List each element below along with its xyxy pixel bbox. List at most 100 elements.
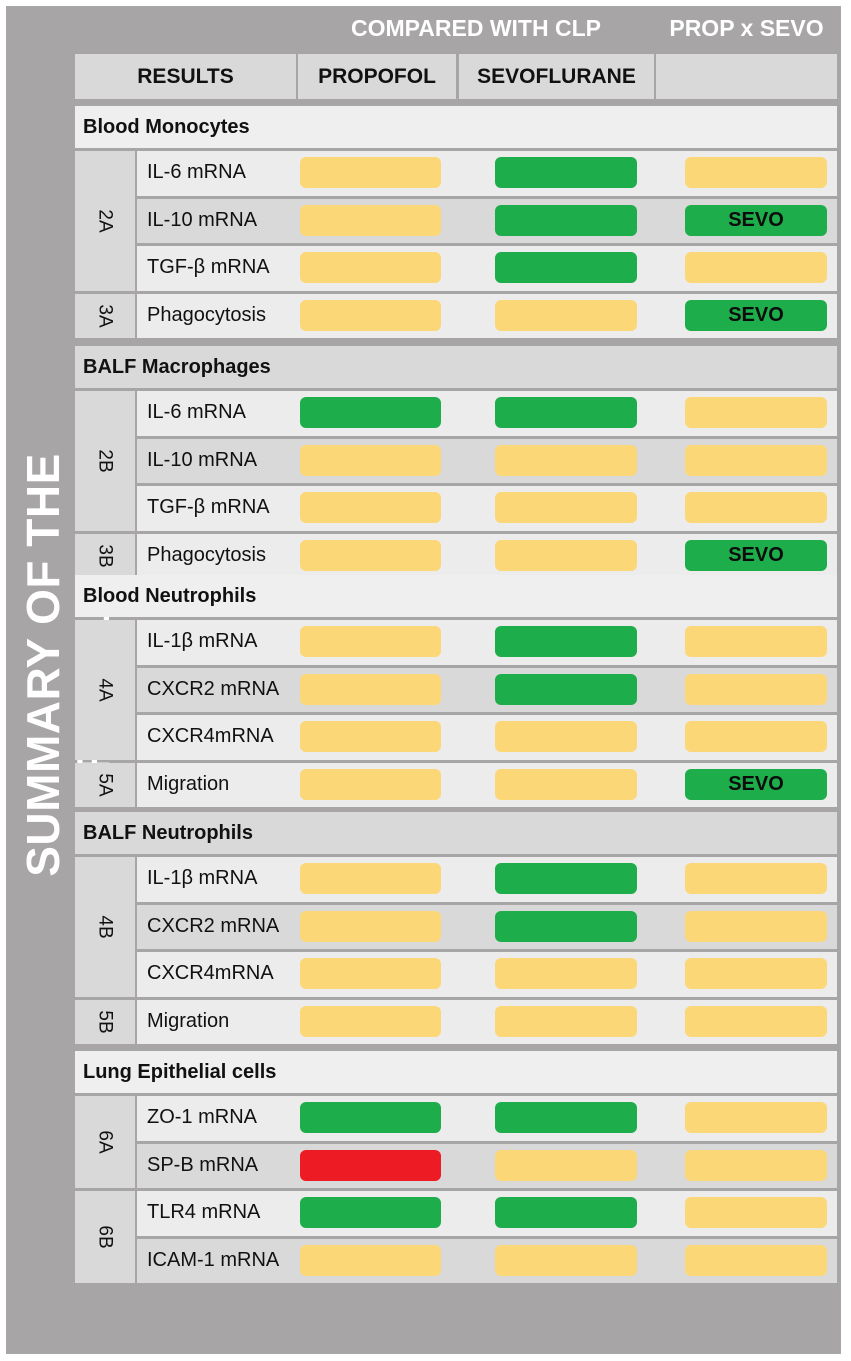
interaction-indicator: [685, 626, 827, 657]
figure-group-label: 6B: [75, 1191, 135, 1283]
propofol-indicator: [300, 910, 441, 942]
interaction-indicator: [685, 910, 827, 942]
section-header: BALF Neutrophils: [75, 812, 837, 854]
sevoflurane-indicator: [495, 1244, 637, 1276]
figure-id: 3B: [95, 544, 116, 568]
figure-id: 3A: [95, 304, 116, 328]
row-label: ICAM-1 mRNA: [147, 1248, 280, 1271]
figure-id: 4A: [95, 678, 116, 702]
interaction-indicator: [685, 444, 827, 476]
row-label: CXCR2 mRNA: [147, 914, 280, 937]
row-label: CXCR4mRNA: [147, 725, 274, 747]
sevoflurane-indicator: [495, 910, 637, 942]
figure-group-label: 4A: [75, 620, 135, 760]
interaction-indicator: [685, 721, 827, 752]
figure-id: 6A: [95, 1130, 116, 1154]
interaction-indicator: SEVO: [685, 299, 827, 331]
sevoflurane-indicator: [495, 157, 637, 188]
figure-group-label: 2B: [75, 391, 135, 531]
row-label: IL-1β mRNA: [147, 867, 258, 889]
sevoflurane-indicator: [495, 444, 637, 476]
propofol-indicator: [300, 252, 441, 283]
row-label: TLR4 mRNA: [147, 1201, 261, 1223]
sevoflurane-indicator: [495, 204, 637, 236]
row-label: IL-1β mRNA: [147, 630, 258, 652]
propofol-indicator: [300, 673, 441, 705]
figure-id: 5B: [95, 1010, 116, 1034]
interaction-indicator: [685, 1244, 827, 1276]
propofol-indicator: [300, 1244, 441, 1276]
sevoflurane-indicator: [495, 539, 637, 571]
figure-group-label: 3A: [75, 293, 135, 338]
section-header: Lung Epithelial cells: [75, 1051, 837, 1093]
interaction-indicator: [685, 1102, 827, 1133]
propofol-indicator: [300, 204, 441, 236]
interaction-indicator: [685, 1005, 827, 1037]
header-results: RESULTS: [75, 54, 296, 99]
header-corner: [75, 6, 296, 51]
section-header: BALF Macrophages: [75, 346, 837, 388]
propofol-indicator: [300, 721, 441, 752]
sevoflurane-indicator: [495, 673, 637, 705]
propofol-indicator: [300, 1197, 441, 1228]
figure-group-label: 4B: [75, 857, 135, 997]
sevoflurane-indicator: [495, 299, 637, 331]
bottom-bar: [6, 1287, 841, 1354]
interaction-indicator: SEVO: [685, 204, 827, 236]
row-label: Phagocytosis: [147, 543, 266, 566]
figure-group-label: 6A: [75, 1096, 135, 1188]
figure-id: 2B: [95, 449, 116, 473]
figure-group-label: 5A: [75, 762, 135, 807]
sevoflurane-indicator: [495, 492, 637, 523]
propofol-indicator: [300, 626, 441, 657]
row-label: CXCR2 mRNA: [147, 677, 280, 700]
interaction-indicator: [685, 397, 827, 428]
sevoflurane-indicator: [495, 1149, 637, 1181]
figure-group-label: 5B: [75, 999, 135, 1044]
propofol-indicator: [300, 1102, 441, 1133]
sevoflurane-indicator: [495, 626, 637, 657]
propofol-indicator: [300, 299, 441, 331]
row-label: Migration: [147, 1009, 230, 1032]
propofol-indicator: [300, 958, 441, 989]
section-header: Blood Neutrophils: [75, 575, 837, 617]
sevoflurane-indicator: [495, 1005, 637, 1037]
section-header: Blood Monocytes: [75, 106, 837, 148]
sevoflurane-indicator: [495, 958, 637, 989]
column-divider: [456, 106, 459, 1284]
interaction-indicator: [685, 157, 827, 188]
header-prop-x-sevo: PROP x SEVO: [656, 6, 837, 51]
row-label: TGF-β mRNA: [147, 256, 270, 278]
propofol-indicator: [300, 444, 441, 476]
sevoflurane-indicator: [495, 397, 637, 428]
row-label: CXCR4mRNA: [147, 962, 274, 984]
interaction-indicator: [685, 958, 827, 989]
propofol-indicator: [300, 863, 441, 894]
figure-group-label: 3B: [75, 533, 135, 578]
row-label: IL-6 mRNA: [147, 161, 246, 183]
figure-id: 6B: [95, 1225, 116, 1249]
header-sevoflurane: SEVOFLURANE: [459, 54, 654, 99]
interaction-indicator: [685, 673, 827, 705]
sevoflurane-indicator: [495, 721, 637, 752]
interaction-indicator: [685, 863, 827, 894]
propofol-indicator: [300, 1149, 441, 1181]
header-propofol: PROPOFOL: [298, 54, 456, 99]
sevoflurane-indicator: [495, 863, 637, 894]
interaction-indicator: [685, 1197, 827, 1228]
propofol-indicator: [300, 1005, 441, 1037]
row-label: IL-6 mRNA: [147, 401, 246, 423]
row-label: ZO-1 mRNA: [147, 1106, 257, 1128]
figure-id: 4B: [95, 915, 116, 939]
figure-group-label: 2A: [75, 151, 135, 291]
propofol-indicator: [300, 492, 441, 523]
row-label: IL-10 mRNA: [147, 448, 258, 471]
row-label: Phagocytosis: [147, 303, 266, 326]
figure-id: 2A: [95, 209, 116, 233]
row-label: TGF-β mRNA: [147, 496, 270, 518]
column-divider: [296, 106, 299, 1284]
row-label: Migration: [147, 772, 230, 795]
sevoflurane-indicator: [495, 1197, 637, 1228]
propofol-indicator: [300, 157, 441, 188]
row-label: SP-B mRNA: [147, 1153, 259, 1176]
